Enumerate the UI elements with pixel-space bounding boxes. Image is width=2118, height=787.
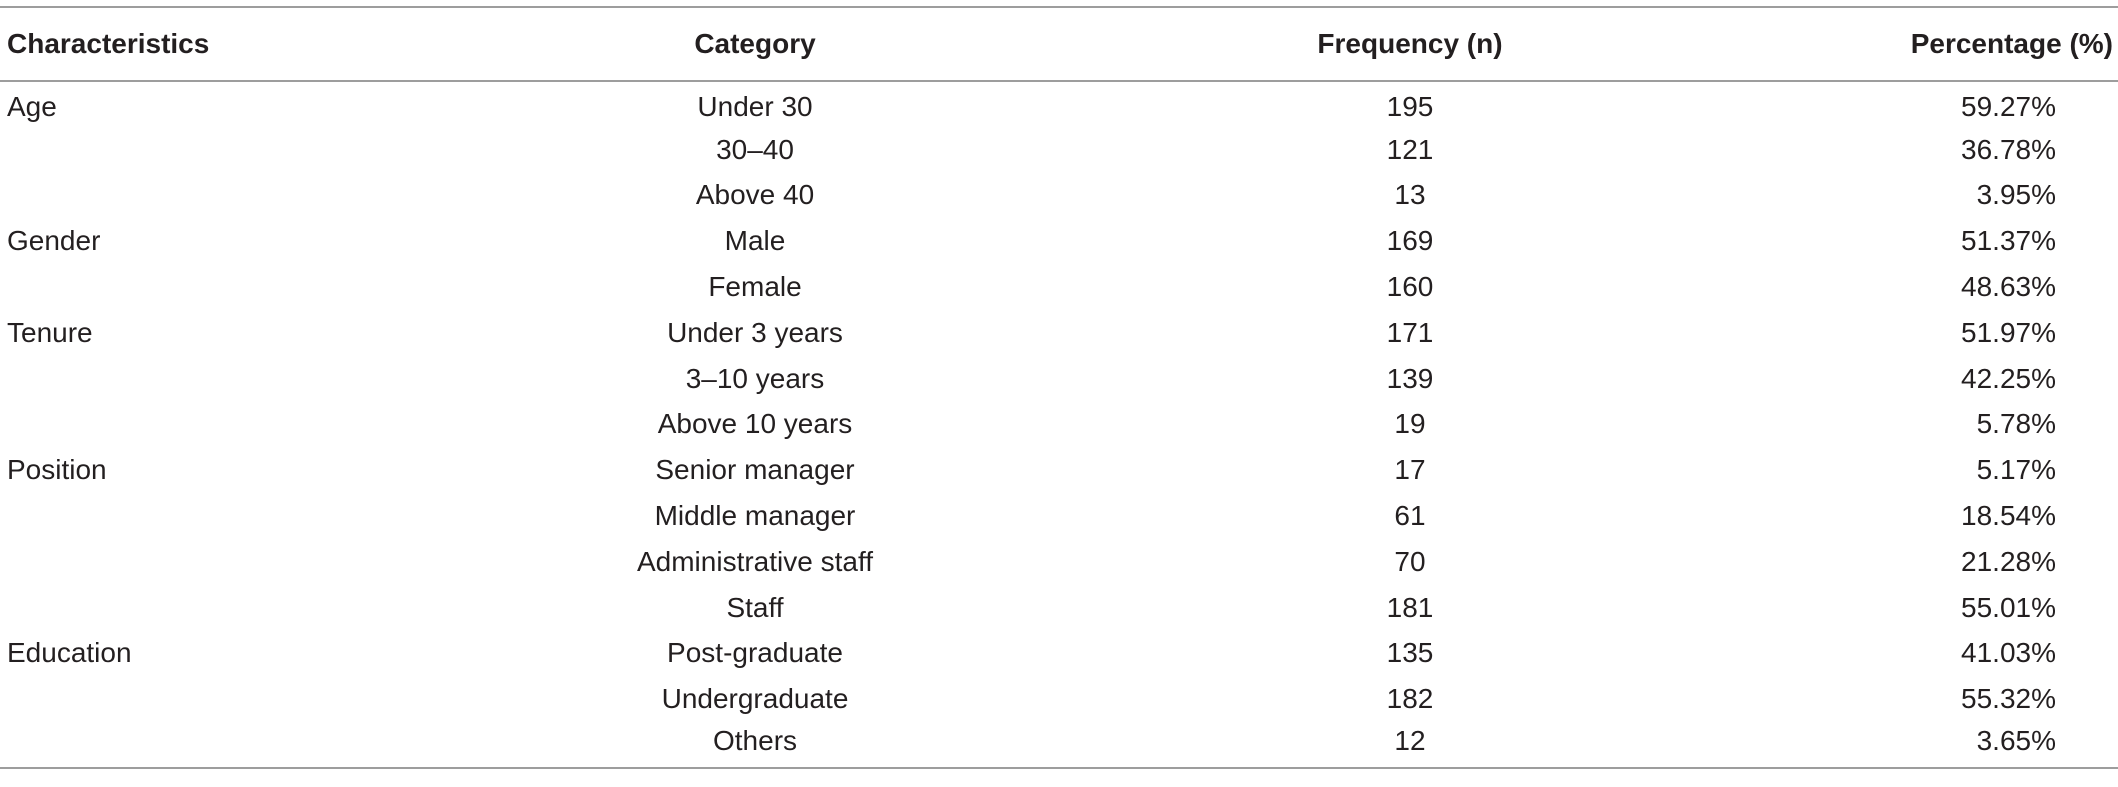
cell-frequency: 12 (1040, 722, 1640, 769)
cell-category: Staff (726, 591, 784, 623)
table-row: Position Senior manager 17 5.17% (0, 447, 2118, 493)
cell-category: Others (470, 722, 1040, 769)
cell-frequency: 13 (1394, 179, 1426, 211)
cell-percentage: 48.63% (1961, 271, 2056, 303)
cell-characteristic (0, 127, 470, 173)
table-row: 30–40 121 36.78% (0, 127, 2118, 173)
table-row: Staff 181 55.01% (0, 585, 2118, 631)
cell-percentage: 55.01% (1961, 591, 2056, 623)
cell-percentage: 21.28% (1961, 545, 2056, 577)
header-percentage: Percentage (%) (1640, 6, 2118, 82)
cell-category: Female (708, 271, 802, 303)
table-row: Administrative staff 70 21.28% (0, 539, 2118, 585)
cell-characteristic (0, 173, 470, 219)
cell-frequency: 135 (1386, 637, 1434, 669)
cell-characteristic (0, 264, 470, 310)
demographics-table: Characteristics Category Frequency (n) P… (0, 6, 2118, 769)
cell-characteristic (0, 585, 470, 631)
header-row: Characteristics Category Frequency (n) P… (0, 6, 2118, 82)
cell-frequency: 139 (1386, 362, 1434, 394)
cell-characteristic (0, 356, 470, 402)
cell-characteristic (0, 539, 470, 585)
cell-frequency: 181 (1386, 591, 1434, 623)
cell-category: Undergraduate (661, 683, 849, 715)
table-row: Age Under 30 195 59.27% (0, 81, 2118, 127)
cell-category: Male (724, 225, 786, 257)
table-row: Female 160 48.63% (0, 264, 2118, 310)
cell-frequency: 70 (1394, 545, 1426, 577)
cell-characteristic (0, 722, 470, 769)
table-row: Tenure Under 3 years 171 51.97% (0, 310, 2118, 356)
cell-category: Above 40 (695, 179, 815, 211)
cell-category: 30–40 (716, 133, 794, 165)
header-category: Category (470, 6, 1040, 82)
table-row: Above 10 years 19 5.78% (0, 402, 2118, 448)
cell-percentage: 42.25% (1961, 362, 2056, 394)
table-row: Middle manager 61 18.54% (0, 493, 2118, 539)
cell-category: 3–10 years (685, 362, 825, 394)
cell-category: Above 10 years (657, 408, 853, 440)
cell-frequency: 160 (1386, 271, 1434, 303)
cell-category: Under 3 years (667, 316, 843, 348)
cell-percentage: 5.17% (1976, 454, 2056, 486)
cell-frequency: 61 (1394, 500, 1426, 532)
cell-percentage: 55.32% (1961, 683, 2056, 715)
cell-characteristic: Tenure (7, 316, 93, 348)
cell-characteristic: Age (7, 91, 57, 123)
cell-category: Senior manager (655, 454, 855, 486)
cell-percentage: 51.97% (1961, 316, 2056, 348)
cell-percentage: 3.95% (1976, 179, 2056, 211)
cell-characteristic (0, 402, 470, 448)
cell-category: Post-graduate (667, 637, 843, 669)
cell-characteristic (0, 676, 470, 722)
header-frequency: Frequency (n) (1040, 6, 1640, 82)
cell-frequency: 182 (1386, 683, 1434, 715)
cell-category: Administrative staff (636, 545, 874, 577)
table-row: 3–10 years 139 42.25% (0, 356, 2118, 402)
cell-frequency: 121 (1386, 133, 1434, 165)
table-header: Characteristics Category Frequency (n) P… (0, 6, 2118, 82)
header-characteristics: Characteristics (0, 6, 470, 82)
cell-characteristic: Education (7, 637, 132, 669)
cell-frequency: 195 (1386, 91, 1434, 123)
cell-characteristic: Position (7, 454, 107, 486)
table-row: Undergraduate 182 55.32% (0, 676, 2118, 722)
table-body: Age Under 30 195 59.27% 30–40 121 36.78% Above … (0, 81, 2118, 769)
cell-frequency: 171 (1386, 316, 1434, 348)
cell-percentage: 51.37% (1961, 225, 2056, 257)
table-row: Education Post-graduate 135 41.03% (0, 631, 2118, 677)
cell-percentage: 3.65% (1640, 722, 2118, 769)
cell-category: Middle manager (654, 500, 856, 532)
cell-percentage: 41.03% (1961, 637, 2056, 669)
cell-characteristic: Gender (7, 225, 101, 257)
cell-percentage: 36.78% (1961, 133, 2056, 165)
table-row: Others 12 3.65% (0, 722, 2118, 769)
table-row: Above 40 13 3.95% (0, 173, 2118, 219)
cell-frequency: 19 (1394, 408, 1426, 440)
cell-percentage: 59.27% (1961, 91, 2056, 123)
cell-percentage: 5.78% (1976, 408, 2056, 440)
cell-frequency: 17 (1394, 454, 1426, 486)
cell-percentage: 18.54% (1961, 500, 2056, 532)
cell-category: Under 30 (697, 91, 813, 123)
table-row: Gender Male 169 51.37% (0, 218, 2118, 264)
cell-frequency: 169 (1386, 225, 1434, 257)
cell-characteristic (0, 493, 470, 539)
